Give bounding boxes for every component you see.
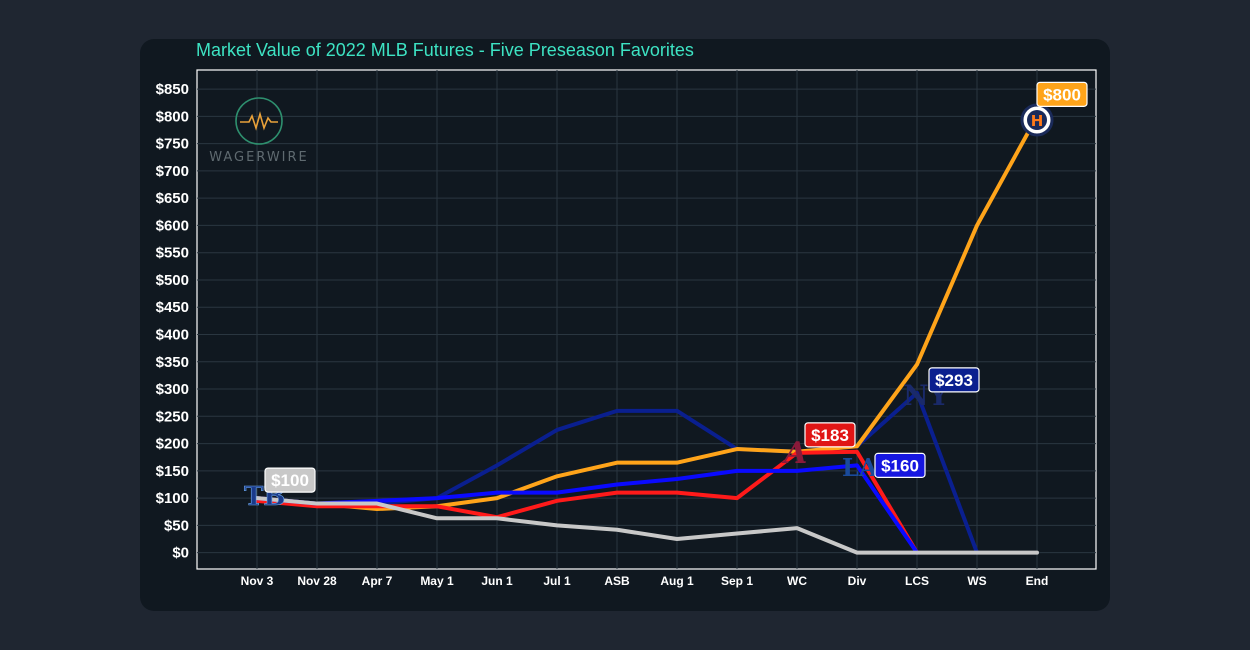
plot-area [196, 69, 1097, 570]
x-tick-label: Nov 3 [241, 574, 274, 588]
y-tick-label: $700 [156, 163, 189, 180]
y-tick-label: $200 [156, 436, 189, 453]
callout-dodgers: $160 [874, 452, 926, 478]
y-tick-label: $150 [156, 463, 189, 480]
callout-rays: $100 [264, 467, 316, 493]
x-tick-label: WC [787, 574, 807, 588]
x-axis: Nov 3 Nov 28 Apr 7 May 1 Jun 1 Jul 1 ASB Aug 1 S… [241, 574, 1049, 588]
callout-yankees: $293 [928, 367, 980, 393]
y-tick-label: $300 [156, 381, 189, 398]
x-tick-label: Jun 1 [481, 574, 513, 588]
braves-logo-icon: A [781, 436, 807, 471]
y-tick-label: $850 [156, 81, 189, 98]
wagerwire-watermark: WAGERWIRE [209, 97, 309, 165]
x-tick-label: ASB [604, 574, 630, 588]
callout-box [874, 452, 926, 478]
y-tick-label: $450 [156, 299, 189, 316]
y-tick-label: $750 [156, 136, 189, 153]
astros-logo-icon: H [1020, 103, 1054, 137]
callout-text: $800 [1043, 85, 1081, 104]
callout-astros: $800 [1036, 81, 1088, 107]
y-tick-label: $800 [156, 108, 189, 125]
svg-text:H: H [1031, 112, 1044, 130]
callout-box [1036, 81, 1088, 107]
y-tick-label: $50 [164, 517, 189, 534]
y-tick-label: $400 [156, 326, 189, 343]
series-line-rays [255, 496, 1039, 555]
x-tick-label: Apr 7 [362, 574, 393, 588]
x-tick-label: May 1 [420, 574, 454, 588]
callout-text: $183 [811, 426, 849, 445]
grid-lines [197, 70, 1096, 569]
y-tick-label: $650 [156, 190, 189, 207]
y-tick-label: $350 [156, 354, 189, 371]
x-tick-label: LCS [905, 574, 929, 588]
series-line-astros [255, 114, 1039, 512]
series-lines [255, 114, 1039, 555]
callout-box [264, 467, 316, 493]
callout-text: $100 [271, 471, 309, 490]
x-tick-label: WS [967, 574, 986, 588]
series-line-dodgers [255, 463, 919, 555]
y-tick-label: $0 [172, 545, 189, 562]
callout-text: $293 [935, 371, 973, 390]
svg-text:A: A [781, 436, 807, 471]
series-line-braves [255, 449, 919, 555]
callout-text: $160 [881, 456, 919, 475]
chart-title: Market Value of 2022 MLB Futures - Five … [196, 40, 694, 60]
x-tick-label: End [1026, 574, 1049, 588]
y-tick-label: $250 [156, 408, 189, 425]
y-tick-label: $550 [156, 245, 189, 262]
y-tick-label: $600 [156, 217, 189, 234]
callout-braves: $183 [804, 422, 856, 448]
x-tick-label: Aug 1 [660, 574, 694, 588]
y-axis: $0 $50 $100 $150 $200 $250 $300 $350 $400 $450 $50… [156, 81, 189, 562]
callout-box [804, 422, 856, 448]
x-tick-label: Nov 28 [297, 574, 337, 588]
pulse-circle-icon [235, 97, 283, 145]
value-callouts: $100 $183 $160 $293 $800 [264, 81, 1088, 493]
x-tick-label: Sep 1 [721, 574, 753, 588]
x-tick-label: Div [848, 574, 867, 588]
x-tick-label: Jul 1 [543, 574, 571, 588]
dodgers-logo-icon: LA [842, 453, 878, 482]
svg-text:LA: LA [842, 453, 878, 482]
y-tick-label: $500 [156, 272, 189, 289]
brand-name: WAGERWIRE [209, 150, 309, 165]
callout-box [928, 367, 980, 393]
y-tick-label: $100 [156, 490, 189, 507]
